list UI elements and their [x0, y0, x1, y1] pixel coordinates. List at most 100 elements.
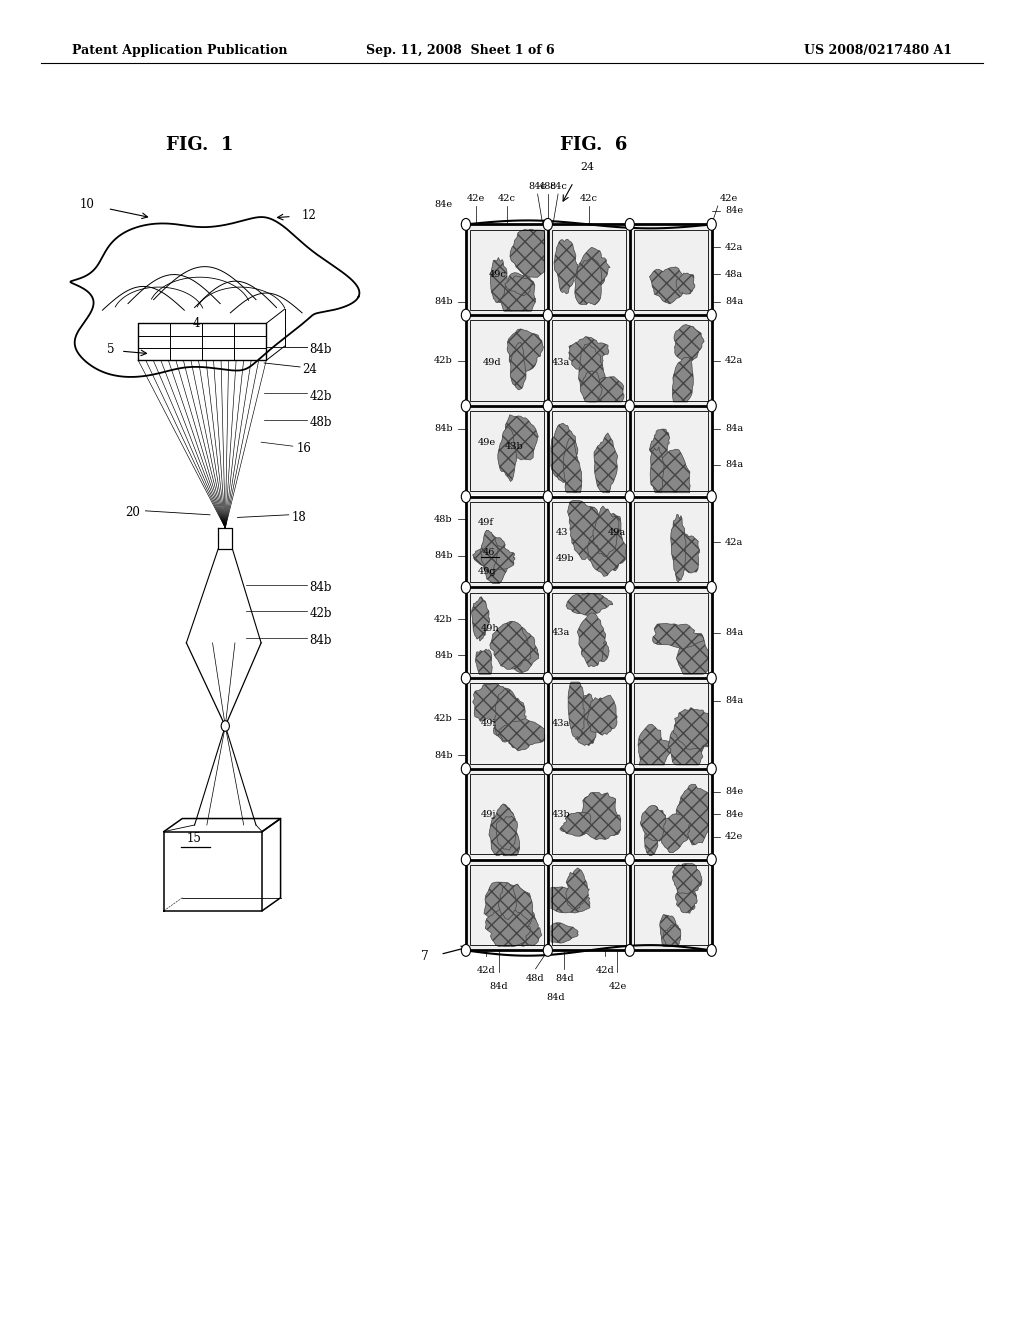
Polygon shape: [676, 784, 709, 845]
Circle shape: [707, 491, 716, 503]
Polygon shape: [594, 433, 617, 492]
Text: 48b: 48b: [434, 515, 453, 524]
Polygon shape: [551, 923, 579, 942]
Polygon shape: [631, 317, 711, 404]
Polygon shape: [581, 376, 624, 401]
Text: 42a: 42a: [725, 243, 743, 252]
Text: 42b: 42b: [309, 607, 332, 620]
Circle shape: [625, 763, 634, 775]
Polygon shape: [549, 771, 629, 858]
Polygon shape: [467, 771, 547, 858]
Text: US 2008/0217480 A1: US 2008/0217480 A1: [804, 44, 952, 57]
Text: 48b: 48b: [309, 416, 332, 429]
Text: 43b: 43b: [505, 442, 524, 451]
Polygon shape: [640, 805, 666, 841]
Polygon shape: [549, 589, 629, 677]
Text: FIG.  6: FIG. 6: [560, 136, 628, 154]
Polygon shape: [501, 908, 542, 946]
Text: 84e: 84e: [725, 206, 743, 215]
Polygon shape: [673, 863, 702, 894]
Polygon shape: [631, 498, 711, 586]
Polygon shape: [507, 329, 544, 372]
Text: 42e: 42e: [720, 194, 738, 203]
Polygon shape: [549, 861, 629, 949]
Polygon shape: [467, 226, 547, 314]
Polygon shape: [631, 680, 711, 768]
Polygon shape: [467, 498, 547, 586]
Text: 49f: 49f: [478, 517, 495, 527]
Text: 84a: 84a: [725, 461, 743, 470]
Text: 24: 24: [302, 363, 317, 376]
Polygon shape: [549, 226, 629, 314]
Circle shape: [707, 672, 716, 684]
Polygon shape: [671, 515, 686, 582]
Circle shape: [707, 309, 716, 321]
Polygon shape: [510, 342, 526, 389]
Polygon shape: [631, 771, 711, 858]
Text: 84b: 84b: [434, 424, 453, 433]
Polygon shape: [498, 428, 516, 482]
Text: 84a: 84a: [725, 297, 743, 306]
Circle shape: [461, 309, 471, 321]
Text: Sep. 11, 2008  Sheet 1 of 6: Sep. 11, 2008 Sheet 1 of 6: [367, 44, 555, 57]
Polygon shape: [551, 424, 578, 482]
Polygon shape: [467, 680, 547, 768]
Polygon shape: [668, 718, 709, 766]
Text: 84b: 84b: [434, 751, 453, 760]
Text: 48c: 48c: [539, 182, 557, 191]
Text: 84b: 84b: [434, 552, 453, 560]
Polygon shape: [587, 696, 617, 735]
Text: 84c: 84c: [528, 182, 547, 191]
Text: 49i: 49i: [480, 719, 497, 729]
Polygon shape: [502, 627, 539, 672]
Circle shape: [625, 854, 634, 866]
Polygon shape: [563, 438, 582, 492]
Polygon shape: [499, 718, 545, 751]
Text: 42d: 42d: [596, 966, 614, 975]
Text: 42d: 42d: [477, 966, 496, 975]
Polygon shape: [674, 533, 699, 573]
Circle shape: [707, 218, 716, 231]
Text: 4: 4: [193, 317, 201, 330]
Polygon shape: [631, 589, 711, 677]
Polygon shape: [659, 915, 677, 946]
Polygon shape: [579, 343, 605, 397]
Circle shape: [461, 218, 471, 231]
Text: 84b: 84b: [309, 634, 332, 647]
Text: 18: 18: [292, 511, 306, 524]
Polygon shape: [568, 682, 585, 739]
Circle shape: [461, 854, 471, 866]
Text: 84b: 84b: [434, 651, 453, 660]
Text: 43b: 43b: [552, 809, 570, 818]
Polygon shape: [489, 622, 531, 669]
Polygon shape: [505, 276, 532, 296]
Polygon shape: [467, 317, 547, 404]
Polygon shape: [472, 597, 489, 642]
Text: 42c: 42c: [580, 194, 598, 203]
Polygon shape: [631, 861, 711, 949]
Polygon shape: [485, 907, 530, 946]
Circle shape: [543, 672, 553, 684]
Text: 10: 10: [79, 198, 94, 211]
Circle shape: [461, 491, 471, 503]
Circle shape: [543, 218, 553, 231]
Text: 84c: 84c: [549, 182, 567, 191]
Circle shape: [221, 721, 229, 731]
Circle shape: [461, 400, 471, 412]
Text: 49a: 49a: [607, 528, 626, 537]
Text: 7: 7: [421, 950, 429, 964]
Circle shape: [543, 581, 553, 594]
Polygon shape: [510, 230, 545, 277]
Polygon shape: [652, 623, 703, 649]
Circle shape: [461, 945, 471, 956]
Polygon shape: [588, 513, 627, 577]
Circle shape: [707, 763, 716, 775]
Polygon shape: [650, 447, 664, 492]
Text: 42e: 42e: [467, 194, 485, 203]
Circle shape: [543, 945, 553, 956]
Polygon shape: [676, 273, 695, 294]
Polygon shape: [593, 506, 618, 557]
Text: 5: 5: [108, 343, 115, 356]
Polygon shape: [549, 317, 629, 404]
Circle shape: [707, 400, 716, 412]
